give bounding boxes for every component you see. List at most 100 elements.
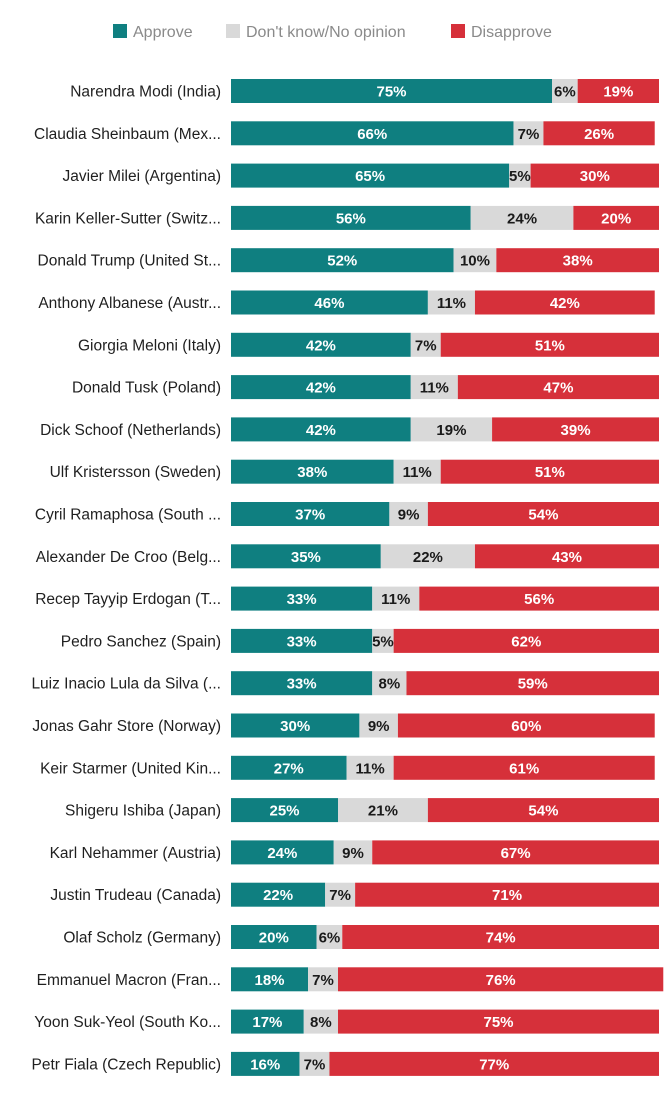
bar-segment-neutral — [303, 1009, 338, 1034]
data-label-disapprove: 51% — [535, 464, 565, 481]
category-label: Dick Schoof (Netherlands) — [40, 422, 221, 439]
data-label-approve: 56% — [336, 210, 366, 227]
data-label-approve: 22% — [263, 887, 293, 904]
category-label: Olaf Scholz (Germany) — [63, 930, 221, 947]
data-label-neutral: 11% — [420, 380, 449, 397]
data-label-approve: 25% — [269, 803, 299, 820]
bar-segment-approve — [231, 882, 326, 907]
data-label-neutral: 7% — [518, 126, 540, 143]
bar-segment-disapprove — [457, 375, 659, 400]
data-label-approve: 18% — [255, 972, 285, 989]
bar-segment-approve — [231, 798, 338, 823]
category-label: Narendra Modi (India) — [70, 84, 221, 101]
bar-segment-disapprove — [342, 925, 659, 949]
data-label-disapprove: 62% — [511, 633, 541, 650]
bar-segment-disapprove — [530, 163, 659, 188]
data-label-neutral: 19% — [436, 422, 466, 439]
bar-segment-neutral — [509, 163, 531, 188]
data-label-neutral: 7% — [304, 1056, 326, 1073]
category-label: Anthony Albanese (Austr... — [38, 295, 221, 312]
bar-segment-neutral — [410, 332, 441, 357]
legend-swatch-neutral — [226, 24, 240, 38]
data-label-disapprove: 76% — [486, 972, 516, 989]
data-label-neutral: 8% — [379, 676, 401, 693]
data-label-disapprove: 54% — [528, 803, 558, 820]
bar-row: Donald Trump (United St... 52% 10% 38% — [38, 248, 659, 273]
data-label-approve: 52% — [327, 253, 357, 270]
bar-segment-neutral — [308, 967, 338, 992]
data-label-disapprove: 26% — [584, 126, 614, 143]
bar-segment-approve — [231, 417, 411, 442]
bar-segment-approve — [231, 755, 347, 780]
bar-segment-neutral — [513, 121, 544, 146]
bar-segment-neutral — [372, 628, 394, 653]
legend-swatch-disapprove — [451, 24, 465, 38]
data-label-approve: 66% — [357, 126, 387, 143]
data-label-approve: 75% — [376, 84, 406, 101]
data-label-approve: 20% — [259, 930, 289, 947]
data-label-disapprove: 47% — [543, 380, 573, 397]
bar-segment-neutral — [338, 798, 428, 823]
category-label: Recep Tayyip Erdogan (T... — [35, 591, 221, 608]
data-label-neutral: 10% — [460, 253, 490, 270]
bar-segment-neutral — [299, 1051, 330, 1076]
data-label-approve: 33% — [287, 591, 317, 608]
bar-row: Jonas Gahr Store (Norway) 30% 9% 60% — [32, 713, 655, 738]
data-label-approve: 17% — [252, 1014, 282, 1031]
bar-segment-disapprove — [372, 840, 659, 865]
bar-row: Cyril Ramaphosa (South ... 37% 9% 54% — [35, 502, 659, 526]
bar-row: Justin Trudeau (Canada) 22% 7% 71% — [50, 882, 659, 907]
data-label-neutral: 5% — [372, 633, 394, 650]
chart-rows: Narendra Modi (India) 75% 6% 19% Claudia She… — [31, 79, 664, 1076]
bar-segment-disapprove — [496, 248, 659, 273]
category-label: Keir Starmer (United Kin... — [40, 760, 221, 777]
bar-row: Alexander De Croo (Belg... 35% 22% 43% — [36, 544, 659, 569]
bar-segment-approve — [231, 290, 428, 315]
data-label-neutral: 7% — [329, 887, 351, 904]
bar-row: Dick Schoof (Netherlands) 42% 19% 39% — [40, 417, 659, 442]
category-label: Yoon Suk-Yeol (South Ko... — [34, 1014, 221, 1031]
bar-segment-approve — [231, 628, 373, 653]
data-label-approve: 30% — [280, 718, 310, 735]
category-label: Petr Fiala (Czech Republic) — [31, 1056, 221, 1073]
category-label: Giorgia Meloni (Italy) — [78, 337, 221, 354]
category-label: Donald Trump (United St... — [38, 253, 222, 270]
category-label: Emmanuel Macron (Fran... — [37, 972, 221, 989]
bar-segment-approve — [231, 121, 514, 146]
bar-row: Giorgia Meloni (Italy) 42% 7% 51% — [78, 332, 659, 357]
data-label-neutral: 6% — [554, 84, 576, 101]
data-label-disapprove: 71% — [492, 887, 522, 904]
bar-segment-approve — [231, 925, 317, 949]
data-label-disapprove: 30% — [580, 168, 610, 185]
bar-segment-approve — [231, 205, 471, 230]
bar-row: Pedro Sanchez (Spain) 33% 5% 62% — [61, 628, 659, 653]
data-label-neutral: 11% — [403, 464, 432, 481]
bar-segment-disapprove — [355, 882, 659, 907]
data-label-disapprove: 59% — [518, 676, 548, 693]
bar-segment-neutral — [410, 417, 493, 442]
bar-segment-disapprove — [474, 290, 655, 315]
data-label-disapprove: 51% — [535, 337, 565, 354]
category-label: Donald Tusk (Poland) — [72, 380, 221, 397]
bar-row: Recep Tayyip Erdogan (T... 33% 11% 56% — [35, 586, 659, 611]
bar-segment-disapprove — [492, 417, 659, 442]
bar-row: Javier Milei (Argentina) 65% 5% 30% — [63, 163, 659, 188]
data-label-disapprove: 61% — [509, 760, 539, 777]
chart-legend: Approve Don't know/No opinion Disapprove — [113, 24, 552, 41]
category-label: Javier Milei (Argentina) — [63, 168, 222, 185]
bar-row: Shigeru Ishiba (Japan) 25% 21% 54% — [65, 798, 659, 823]
bar-row: Ulf Kristersson (Sweden) 38% 11% 51% — [50, 459, 659, 484]
bar-segment-disapprove — [440, 459, 659, 484]
data-label-approve: 35% — [291, 549, 321, 566]
data-label-approve: 16% — [250, 1056, 280, 1073]
data-label-neutral: 9% — [398, 507, 420, 524]
data-label-neutral: 11% — [381, 591, 410, 608]
data-label-neutral: 8% — [310, 1014, 332, 1031]
bar-segment-neutral — [552, 79, 578, 103]
data-label-approve: 37% — [295, 507, 325, 524]
data-label-neutral: 21% — [368, 803, 398, 820]
data-label-disapprove: 67% — [501, 845, 531, 862]
data-label-neutral: 7% — [312, 972, 334, 989]
legend-label-approve: Approve — [133, 24, 193, 41]
bar-segment-approve — [231, 671, 373, 696]
